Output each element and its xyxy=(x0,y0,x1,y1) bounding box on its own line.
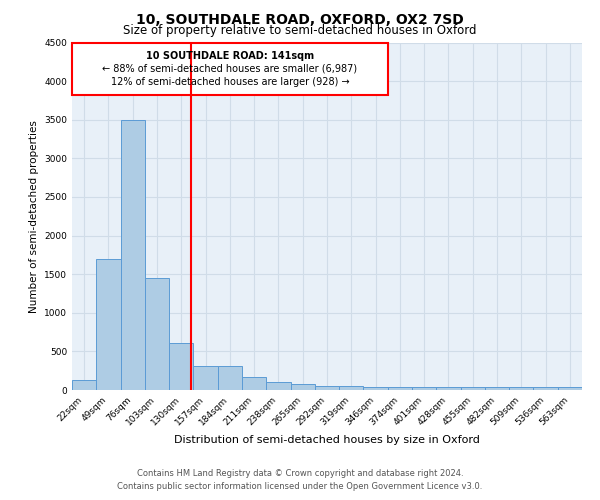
Bar xyxy=(290,384,315,390)
Bar xyxy=(193,366,218,390)
Bar xyxy=(461,388,485,390)
Bar xyxy=(169,343,193,390)
Bar xyxy=(509,388,533,390)
Bar xyxy=(533,388,558,390)
Text: 12% of semi-detached houses are larger (928) →: 12% of semi-detached houses are larger (… xyxy=(110,77,349,87)
Bar xyxy=(339,386,364,390)
Text: 10, SOUTHDALE ROAD, OXFORD, OX2 7SD: 10, SOUTHDALE ROAD, OXFORD, OX2 7SD xyxy=(136,12,464,26)
Bar xyxy=(121,120,145,390)
Bar xyxy=(145,278,169,390)
Bar xyxy=(96,258,121,390)
X-axis label: Distribution of semi-detached houses by size in Oxford: Distribution of semi-detached houses by … xyxy=(174,436,480,446)
Bar xyxy=(558,388,582,390)
Text: 10 SOUTHDALE ROAD: 141sqm: 10 SOUTHDALE ROAD: 141sqm xyxy=(146,50,314,60)
Bar xyxy=(266,382,290,390)
Text: ← 88% of semi-detached houses are smaller (6,987): ← 88% of semi-detached houses are smalle… xyxy=(102,64,358,74)
Text: Size of property relative to semi-detached houses in Oxford: Size of property relative to semi-detach… xyxy=(123,24,477,37)
Bar xyxy=(485,388,509,390)
Bar xyxy=(388,387,412,390)
Bar xyxy=(436,388,461,390)
Y-axis label: Number of semi-detached properties: Number of semi-detached properties xyxy=(29,120,38,312)
Bar xyxy=(72,380,96,390)
Bar xyxy=(242,378,266,390)
Text: Contains HM Land Registry data © Crown copyright and database right 2024.
Contai: Contains HM Land Registry data © Crown c… xyxy=(118,470,482,491)
Bar xyxy=(364,386,388,390)
Bar xyxy=(412,388,436,390)
FancyBboxPatch shape xyxy=(72,42,388,95)
Bar xyxy=(315,386,339,390)
Bar xyxy=(218,366,242,390)
